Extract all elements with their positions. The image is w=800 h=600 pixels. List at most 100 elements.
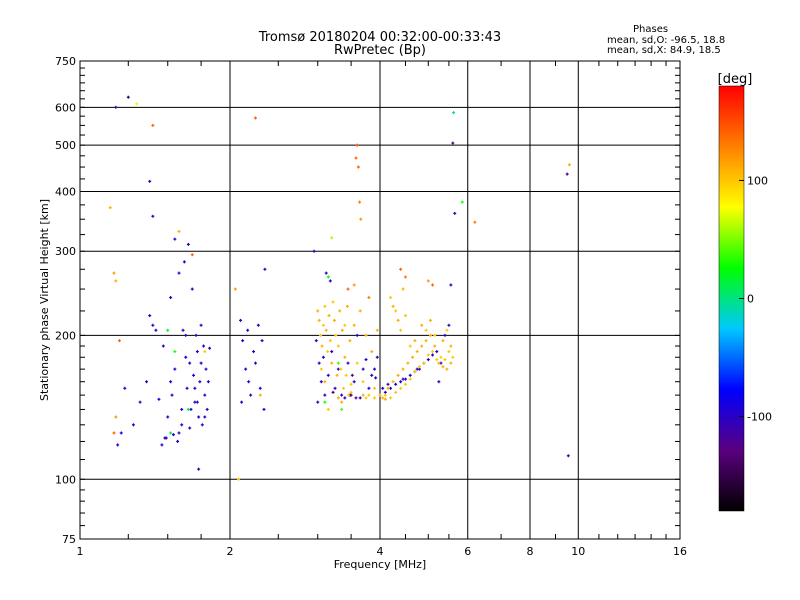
data-point: [195, 350, 199, 354]
data-point: [401, 377, 405, 381]
data-point: [197, 415, 201, 419]
data-point: [184, 333, 188, 337]
data-point: [321, 355, 325, 359]
data-point: [246, 328, 250, 332]
data-point: [343, 355, 347, 359]
data-point: [473, 220, 477, 224]
data-point: [383, 393, 387, 397]
data-point: [453, 211, 457, 215]
data-point: [116, 443, 120, 447]
data-point: [381, 396, 385, 400]
data-point: [451, 355, 455, 359]
data-point: [185, 386, 189, 390]
data-point: [386, 386, 390, 390]
data-point: [317, 318, 321, 322]
data-point: [399, 328, 403, 332]
data-point: [347, 393, 351, 397]
data-point: [449, 361, 453, 365]
data-point: [198, 380, 202, 384]
data-point: [173, 367, 177, 371]
data-point: [151, 323, 155, 327]
data-point: [370, 350, 374, 354]
data-point: [319, 380, 323, 384]
data-point: [354, 396, 358, 400]
data-point: [431, 353, 435, 357]
data-point: [367, 386, 371, 390]
data-point: [435, 350, 439, 354]
data-point: [346, 287, 350, 291]
data-point: [343, 323, 347, 327]
data-point: [177, 271, 181, 275]
data-point: [424, 339, 428, 343]
data-point: [364, 396, 368, 400]
data-point: [253, 116, 257, 120]
data-point: [394, 382, 398, 386]
data-point: [151, 123, 155, 127]
data-point: [346, 361, 350, 365]
data-point: [260, 339, 264, 343]
data-point: [334, 333, 338, 337]
data-point: [203, 415, 207, 419]
data-point: [336, 361, 340, 365]
data-point: [411, 355, 415, 359]
data-point: [114, 415, 118, 419]
phases-info-title: Phases: [633, 24, 668, 35]
data-point: [154, 328, 158, 332]
data-point: [190, 253, 194, 257]
data-point: [426, 279, 430, 283]
data-point: [192, 373, 196, 377]
data-point: [114, 279, 118, 283]
y-tick-label: 600: [55, 101, 76, 114]
x-tick-label: 1: [77, 545, 84, 558]
data-point: [431, 283, 435, 287]
data-point: [422, 361, 426, 365]
data-point: [370, 373, 374, 377]
y-tick-label: 200: [55, 329, 76, 342]
data-point: [177, 229, 181, 233]
data-point: [262, 407, 266, 411]
data-point: [420, 323, 424, 327]
data-point: [339, 367, 343, 371]
x-tick-label: 8: [527, 545, 534, 558]
colorbar-tick-label: -100: [747, 411, 772, 424]
data-point: [151, 214, 155, 218]
data-point: [441, 339, 445, 343]
data-point: [433, 333, 437, 337]
data-point: [328, 339, 332, 343]
data-point: [364, 333, 368, 337]
data-point: [336, 344, 340, 348]
data-point: [240, 400, 244, 404]
data-point: [323, 393, 327, 397]
data-point: [182, 260, 186, 264]
data-point: [184, 355, 188, 359]
data-point: [399, 267, 403, 271]
data-point: [327, 314, 331, 318]
data-point: [173, 237, 177, 241]
data-point: [355, 143, 359, 147]
data-point: [336, 396, 340, 400]
data-point: [447, 323, 451, 327]
data-point: [433, 344, 437, 348]
x-axis-label: Frequency [MHz]: [334, 558, 426, 571]
data-point: [399, 386, 403, 390]
y-tick-label: 100: [55, 473, 76, 486]
data-point: [439, 355, 443, 359]
colorbar-ticks: 100 0 -100: [739, 174, 772, 424]
data-point: [396, 373, 400, 377]
data-point: [378, 393, 382, 397]
data-point: [324, 271, 328, 275]
data-point: [173, 350, 177, 354]
data-point: [180, 407, 184, 411]
data-point: [352, 323, 356, 327]
grid-lines: [80, 61, 680, 539]
data-point: [451, 141, 455, 145]
data-point: [342, 386, 346, 390]
data-point: [169, 296, 173, 300]
data-point: [428, 318, 432, 322]
data-point: [326, 350, 330, 354]
data-point: [420, 344, 424, 348]
data-point: [199, 323, 203, 327]
plot-frame: [79, 60, 681, 540]
data-point: [358, 396, 362, 400]
